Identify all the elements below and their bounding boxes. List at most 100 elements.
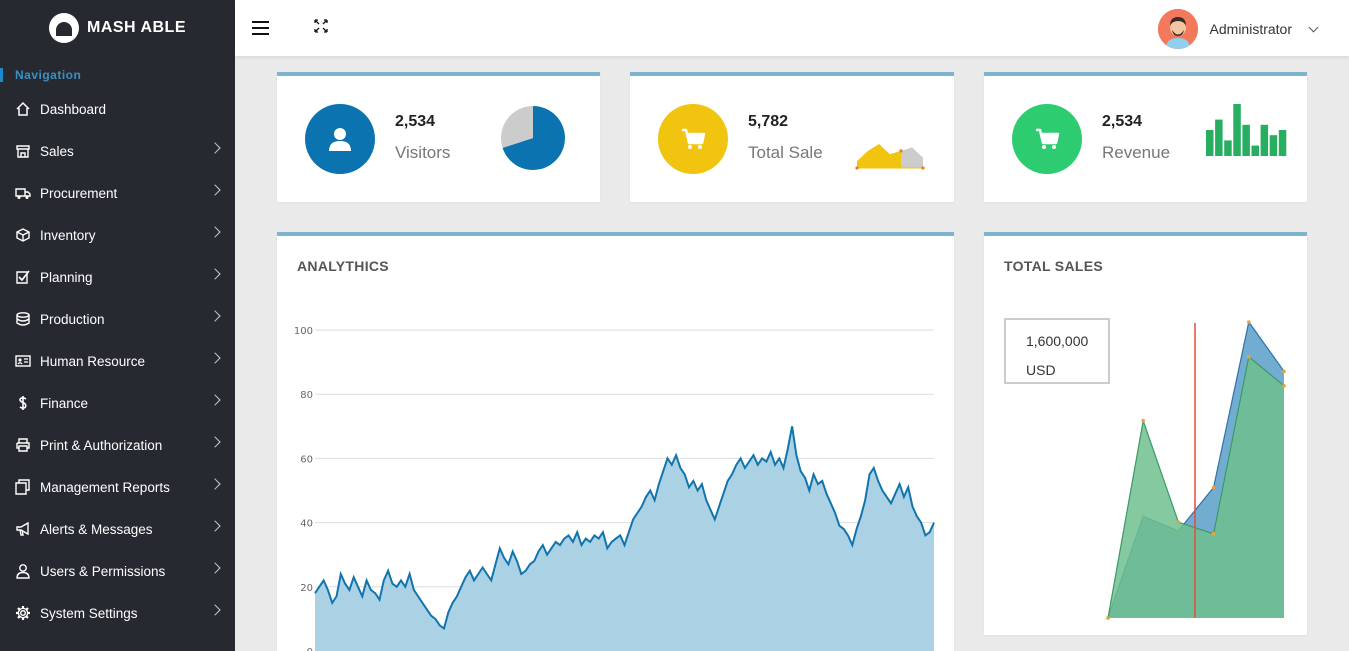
sidebar-item-finance[interactable]: Finance — [0, 382, 235, 424]
box-icon — [14, 227, 32, 243]
database-icon — [14, 311, 32, 327]
analytics-card: ANALYTHICS 0 20 40 60 80 100 — [277, 232, 954, 651]
sales-point — [1176, 520, 1181, 525]
chevron-right-icon — [209, 436, 221, 448]
truck-icon — [14, 185, 32, 201]
chevron-right-icon — [209, 184, 221, 196]
sales-point — [1211, 485, 1216, 490]
chevron-right-icon — [209, 268, 221, 280]
y-tick-label: 40 — [300, 519, 313, 530]
pie-slice — [501, 106, 533, 148]
total-sale-label: Total Sale — [748, 143, 823, 162]
stat-card-visitors: 2,534 Visitors — [277, 72, 600, 202]
sidebar-item-human-resource[interactable]: Human Resource — [0, 340, 235, 382]
sales-point — [1141, 418, 1145, 423]
sales-area-2 — [1108, 356, 1284, 618]
sidebar-item-alerts-messages[interactable]: Alerts & Messages — [0, 508, 235, 550]
sidebar-item-label: Procurement — [40, 185, 118, 201]
sidebar-item-label: Dashboard — [40, 101, 107, 117]
total-sales-title: TOTAL SALES — [1004, 258, 1103, 274]
total-sales-card: TOTAL SALES 1,600,000 USD — [984, 232, 1307, 635]
revenue-bar — [1206, 130, 1214, 156]
analytics-area — [315, 426, 934, 651]
y-tick-label: 80 — [300, 390, 313, 401]
sales-point — [1247, 320, 1251, 324]
topbar: Administrator — [235, 0, 1349, 56]
cart-icon — [1036, 128, 1060, 149]
sales-amount: 1,600,000 — [1026, 333, 1089, 349]
stat-card-total-sale: 5,782 Total Sale — [630, 72, 954, 202]
sidebar-item-dashboard[interactable]: Dashboard — [0, 88, 235, 130]
revenue-bar — [1233, 104, 1241, 156]
revenue-bar-chart — [1206, 104, 1287, 156]
chevron-right-icon — [209, 604, 221, 616]
sidebar: MASH ABLE Navigation Dashboard Sales Procu… — [0, 0, 235, 651]
user-icon — [329, 128, 351, 151]
sidebar-item-print-authorization[interactable]: Print & Authorization — [0, 424, 235, 466]
sidebar-item-label: Management Reports — [40, 479, 170, 495]
revenue-bar — [1269, 135, 1278, 156]
dollar-icon — [14, 395, 32, 411]
sidebar-item-label: Inventory — [40, 227, 96, 243]
sparkline-point — [899, 149, 903, 153]
user-name: Administrator — [1209, 21, 1292, 37]
store-icon — [14, 143, 32, 159]
sales-line-2 — [1107, 355, 1285, 619]
sidebar-item-planning[interactable]: Planning — [0, 256, 235, 298]
pie-slice — [502, 106, 565, 170]
visitors-pie-chart — [501, 106, 565, 170]
revenue-bar — [1215, 119, 1223, 156]
fullscreen-icon[interactable] — [314, 19, 328, 33]
sidebar-item-procurement[interactable]: Procurement — [0, 172, 235, 214]
menu-toggle-icon[interactable] — [252, 21, 269, 35]
chevron-right-icon — [209, 562, 221, 574]
revenue-value: 2,534 — [1102, 113, 1143, 130]
total-sales-area-chart — [1106, 320, 1286, 620]
sidebar-item-label: Human Resource — [40, 353, 146, 369]
nav-heading: Navigation — [0, 68, 235, 82]
chevron-right-icon — [209, 520, 221, 532]
revenue-bar — [1260, 124, 1269, 156]
sidebar-item-label: System Settings — [40, 605, 138, 621]
sidebar-item-system-settings[interactable]: System Settings — [0, 592, 235, 634]
user-icon — [14, 563, 32, 579]
nav-list: Dashboard Sales Procurement Inventory Planni… — [0, 88, 235, 634]
cart-icon — [682, 128, 706, 149]
chevron-down-icon — [1308, 22, 1319, 32]
y-tick-label: 20 — [300, 583, 313, 594]
total-sale-value: 5,782 — [748, 113, 789, 130]
revenue-bar — [1242, 124, 1250, 156]
sidebar-item-sales[interactable]: Sales — [0, 130, 235, 172]
sidebar-item-label: Users & Permissions — [40, 563, 166, 579]
id-card-icon — [14, 353, 32, 369]
chevron-right-icon — [209, 310, 221, 322]
sparkline-point — [921, 166, 925, 170]
stat-card-revenue: 2,534 Revenue — [984, 72, 1307, 202]
copy-icon — [14, 479, 32, 495]
sidebar-item-label: Production — [40, 311, 105, 327]
sidebar-item-label: Finance — [40, 395, 89, 411]
visitors-label: Visitors — [395, 143, 451, 162]
chevron-right-icon — [209, 226, 221, 238]
sidebar-item-production[interactable]: Production — [0, 298, 235, 340]
revenue-badge — [1012, 104, 1082, 174]
home-icon — [14, 101, 32, 117]
sidebar-item-users-permissions[interactable]: Users & Permissions — [0, 550, 235, 592]
brand-name: MASH ABLE — [86, 19, 186, 36]
brand-logo-icon — [48, 13, 79, 43]
sales-point — [1106, 616, 1110, 620]
sidebar-item-management-reports[interactable]: Management Reports — [0, 466, 235, 508]
brand[interactable]: MASH ABLE — [0, 0, 235, 56]
checkbox-icon — [14, 269, 32, 285]
chevron-right-icon — [209, 394, 221, 406]
chevron-right-icon — [209, 352, 221, 364]
chevron-right-icon — [209, 142, 221, 154]
user-menu[interactable]: Administrator — [1157, 9, 1319, 49]
chevron-right-icon — [209, 478, 221, 490]
sales-legend: 1,600,000 USD — [1004, 318, 1110, 384]
sales-point — [1282, 384, 1286, 388]
revenue-bar — [1224, 140, 1232, 156]
sales-point — [1247, 355, 1251, 359]
avatar — [1157, 9, 1198, 49]
sidebar-item-inventory[interactable]: Inventory — [0, 214, 235, 256]
